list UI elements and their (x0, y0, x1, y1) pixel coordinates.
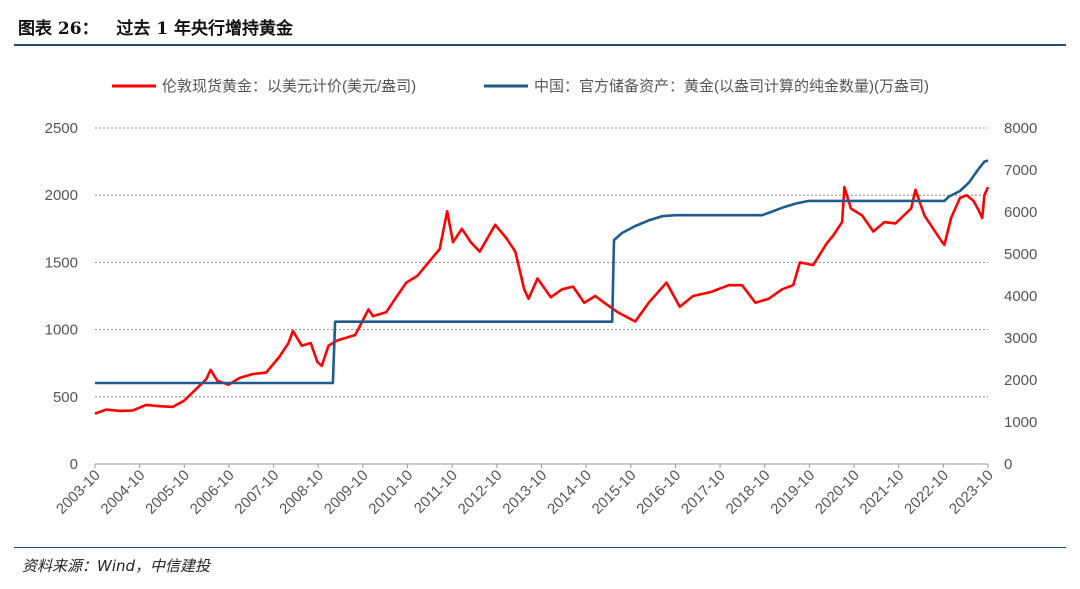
gold-reserve-line (95, 159, 989, 385)
x-tick-label: 2006-10 (187, 467, 238, 518)
figure-title: 图表 26： 过去 1 年央行增持黄金 (18, 19, 293, 39)
y-right-tick-label: 4000 (1004, 288, 1037, 305)
x-tick-label: 2004-10 (98, 467, 149, 518)
x-tick-label: 2011-10 (411, 467, 461, 517)
source-rule (14, 547, 1066, 548)
y-left-tick-label: 2000 (45, 187, 78, 204)
y-left-tick-label: 500 (53, 389, 78, 406)
y-left-tick-label: 1000 (45, 322, 78, 339)
x-tick-label: 2017-10 (678, 467, 729, 518)
x-tick-label: 2007-10 (231, 467, 282, 518)
x-tick-label: 2013-10 (499, 467, 550, 518)
y-right-tick-label: 7000 (1004, 162, 1037, 179)
y-right-tick-label: 1000 (1004, 414, 1037, 431)
series-lines (94, 159, 990, 415)
x-tick-label: 2023-10 (946, 467, 997, 518)
x-tick-label: 2009-10 (321, 467, 372, 518)
x-tick-label: 2008-10 (276, 467, 327, 518)
x-tick-label: 2015-10 (589, 467, 640, 518)
y-left-tick-label: 2500 (45, 120, 78, 137)
y-right-tick-label: 6000 (1004, 204, 1037, 221)
x-tick-label: 2018-10 (723, 467, 774, 518)
y-right-tick-label: 0 (1004, 456, 1012, 473)
legend-label-reserve: 中国：官方储备资产：黄金(以盎司计算的纯金数量)(万盎司) (534, 77, 929, 95)
x-tick-label: 2005-10 (142, 467, 193, 518)
grid-lines (95, 127, 988, 465)
title-rule (14, 44, 1066, 46)
x-tick-label: 2021-10 (857, 467, 908, 518)
source-note: 资料来源：Wind，中信建投 (22, 557, 211, 575)
y-left-tick-label: 0 (70, 456, 78, 473)
y-right-tick-label: 3000 (1004, 330, 1037, 347)
x-tick-label: 2020-10 (812, 467, 863, 518)
y-left-tick-label: 1500 (45, 254, 78, 271)
x-tick-label: 2014-10 (544, 467, 595, 518)
legend: 伦敦现货黄金：以美元计价(美元/盎司) 中国：官方储备资产：黄金(以盎司计算的纯… (112, 77, 929, 95)
gold-price-line (94, 185, 990, 415)
y-right-tick-label: 5000 (1004, 246, 1037, 263)
x-tick-label: 2019-10 (767, 467, 818, 518)
x-tick-label: 2012-10 (455, 467, 506, 518)
y-right-tick-label: 2000 (1004, 372, 1037, 389)
axis-ticks: 0 500 1000 1500 2000 2500 0 1000 2000 3000 4000 500… (45, 120, 1038, 518)
x-tick-label: 2010-10 (365, 467, 416, 518)
y-right-tick-label: 8000 (1004, 120, 1037, 137)
x-tick-label: 2022-10 (901, 467, 952, 518)
x-tick-label: 2016-10 (633, 467, 684, 518)
legend-label-gold: 伦敦现货黄金：以美元计价(美元/盎司) (162, 78, 416, 95)
x-tick-label: 2003-10 (53, 467, 104, 518)
